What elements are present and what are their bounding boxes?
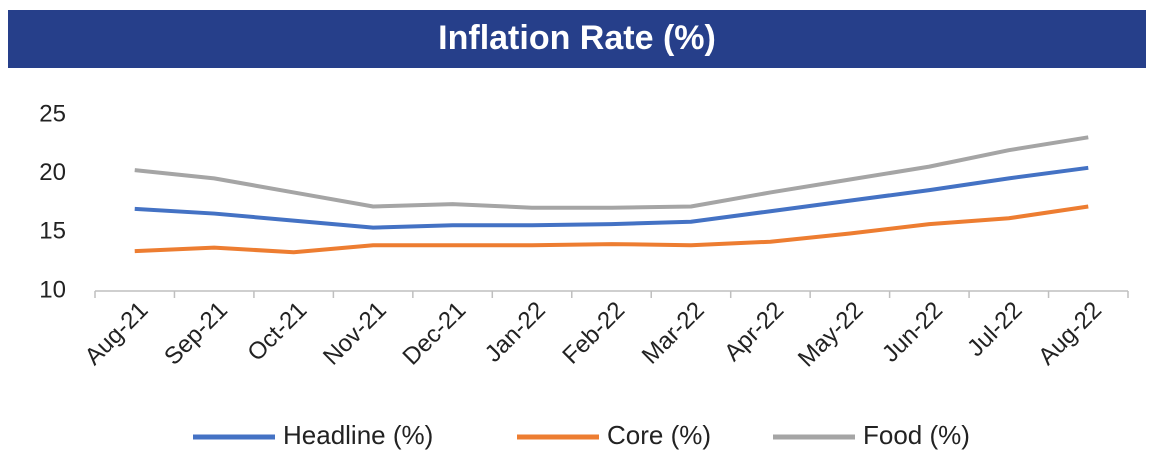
y-tick-label: 20 [39,159,66,186]
series-line [134,165,1089,230]
legend-label: Food (%) [863,420,970,450]
x-tick-label: Sep-21 [159,297,233,371]
x-tick-label: Dec-21 [398,297,472,371]
title-banner [8,10,1146,68]
x-tick-label: Jul-22 [962,297,1027,362]
x-tick-label: Feb-22 [557,297,630,370]
x-tick-label: Nov-21 [318,297,392,371]
y-tick-label: 25 [39,100,66,127]
y-tick-label: 15 [39,218,66,245]
series-line [134,135,1089,210]
chart-title: Inflation Rate (%) [438,19,716,57]
x-tick-label: May-22 [793,297,869,373]
x-tick-label: Jan-22 [480,297,551,368]
series-line [134,204,1089,255]
x-tick-label: Jun-22 [877,297,948,368]
x-tick-label: Oct-21 [242,297,312,367]
legend-label: Headline (%) [283,420,433,450]
x-tick-label: Mar-22 [637,297,710,370]
x-tick-label: Apr-22 [719,297,789,367]
x-tick-label: Aug-22 [1033,297,1107,371]
y-tick-label: 10 [39,276,66,303]
x-tick-label: Aug-21 [80,297,154,371]
legend-label: Core (%) [607,420,711,450]
